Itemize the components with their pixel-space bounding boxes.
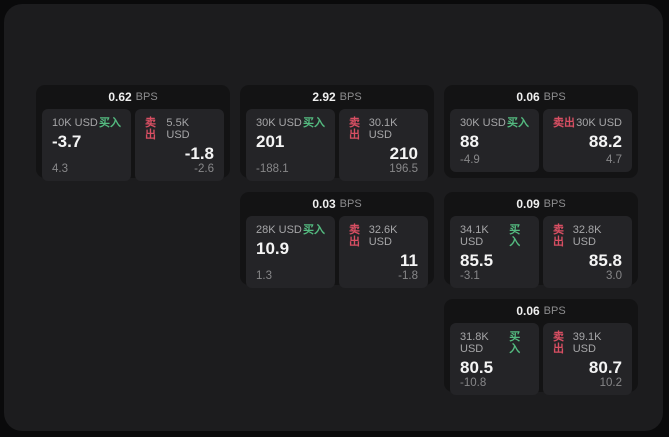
quote-card-body: 30K USD 买入 201 -188.1 卖出 30.1K USD 210 1… xyxy=(246,109,428,181)
sell-delta: -1.8 xyxy=(398,270,418,282)
buy-direction-badge: 买入 xyxy=(303,117,325,129)
bps-value: 0.06 xyxy=(516,90,540,104)
sell-size-label: 39.1K USD xyxy=(572,331,602,355)
buy-direction-badge: 买入 xyxy=(99,117,121,129)
sell-size-label: 30K USD xyxy=(576,117,622,129)
bps-unit-label: BPS xyxy=(339,91,362,103)
buy-delta: 1.3 xyxy=(256,270,272,282)
buy-tile[interactable]: 31.8K USD 买入 80.5 -10.8 xyxy=(450,323,539,395)
bps-spread-header: 0.06 BPS xyxy=(450,85,632,109)
buy-price: 10.9 xyxy=(256,239,290,258)
bps-value: 0.09 xyxy=(516,197,540,211)
bps-spread-header: 0.09 BPS xyxy=(450,192,632,216)
bps-value: 0.06 xyxy=(516,304,540,318)
bps-value: 2.92 xyxy=(312,90,336,104)
sell-tile[interactable]: 卖出 30.1K USD 210 196.5 xyxy=(339,109,428,181)
buy-price: 88 xyxy=(460,132,479,151)
bps-spread-header: 0.62 BPS xyxy=(42,85,224,109)
quote-card: 0.62 BPS 10K USD 买入 -3.7 4.3 卖出 5.5K USD xyxy=(36,85,230,181)
sell-price: 85.8 xyxy=(588,251,622,270)
sell-direction-badge: 卖出 xyxy=(349,117,360,141)
buy-delta: -4.9 xyxy=(460,154,480,166)
bps-unit-label: BPS xyxy=(135,91,158,103)
buy-size-label: 34.1K USD xyxy=(460,224,489,248)
quote-card: 0.09 BPS 34.1K USD 买入 85.5 -3.1 卖出 32.8K… xyxy=(444,192,638,288)
buy-tile[interactable]: 30K USD 买入 88 -4.9 xyxy=(450,109,539,172)
quote-card-body: 30K USD 买入 88 -4.9 卖出 30K USD 88.2 4.7 xyxy=(450,109,632,172)
buy-price: 80.5 xyxy=(460,358,494,377)
sell-price: 80.7 xyxy=(588,358,622,377)
app-panel: 0.62 BPS 10K USD 买入 -3.7 4.3 卖出 5.5K USD xyxy=(4,4,663,431)
sell-tile[interactable]: 卖出 30K USD 88.2 4.7 xyxy=(543,109,632,172)
buy-tile[interactable]: 10K USD 买入 -3.7 4.3 xyxy=(42,109,131,181)
sell-price: 88.2 xyxy=(588,132,622,151)
sell-size-label: 32.8K USD xyxy=(572,224,602,248)
buy-price: 201 xyxy=(256,132,285,151)
buy-price: -3.7 xyxy=(52,132,82,151)
quote-card-body: 31.8K USD 买入 80.5 -10.8 卖出 39.1K USD 80.… xyxy=(450,323,632,395)
sell-tile[interactable]: 卖出 5.5K USD -1.8 -2.6 xyxy=(135,109,224,181)
quote-cards-grid: 0.62 BPS 10K USD 买入 -3.7 4.3 卖出 5.5K USD xyxy=(36,85,638,395)
buy-direction-badge: 买入 xyxy=(509,224,521,248)
sell-direction-badge: 卖出 xyxy=(349,224,360,248)
sell-price: 11 xyxy=(400,251,418,270)
buy-direction-badge: 买入 xyxy=(509,331,521,355)
buy-delta: -3.1 xyxy=(460,270,480,282)
bps-unit-label: BPS xyxy=(543,91,566,103)
sell-direction-badge: 卖出 xyxy=(553,117,575,129)
quote-card: 0.06 BPS 30K USD 买入 88 -4.9 卖出 30K USD xyxy=(444,85,638,178)
buy-size-label: 31.8K USD xyxy=(460,331,489,355)
quote-card: 2.92 BPS 30K USD 买入 201 -188.1 卖出 30.1K … xyxy=(240,85,434,181)
quote-card: 0.06 BPS 31.8K USD 买入 80.5 -10.8 卖出 39.1… xyxy=(444,299,638,395)
bps-spread-header: 0.06 BPS xyxy=(450,299,632,323)
buy-direction-badge: 买入 xyxy=(507,117,529,129)
quote-card-body: 34.1K USD 买入 85.5 -3.1 卖出 32.8K USD 85.8… xyxy=(450,216,632,288)
buy-tile[interactable]: 30K USD 买入 201 -188.1 xyxy=(246,109,335,181)
sell-size-label: 30.1K USD xyxy=(368,117,398,141)
sell-tile[interactable]: 卖出 32.8K USD 85.8 3.0 xyxy=(543,216,632,288)
quote-card-body: 10K USD 买入 -3.7 4.3 卖出 5.5K USD -1.8 -2.… xyxy=(42,109,224,181)
bps-unit-label: BPS xyxy=(339,198,362,210)
sell-delta: 196.5 xyxy=(389,163,418,175)
sell-delta: 10.2 xyxy=(599,377,622,389)
bps-spread-header: 0.03 BPS xyxy=(246,192,428,216)
bps-unit-label: BPS xyxy=(543,198,566,210)
bps-value: 0.62 xyxy=(108,90,132,104)
bps-value: 0.03 xyxy=(312,197,336,211)
sell-delta: -2.6 xyxy=(194,163,214,175)
sell-direction-badge: 卖出 xyxy=(553,224,564,248)
buy-size-label: 30K USD xyxy=(256,117,302,129)
buy-size-label: 30K USD xyxy=(460,117,506,129)
sell-delta: 4.7 xyxy=(606,154,622,166)
sell-delta: 3.0 xyxy=(606,270,622,282)
buy-tile[interactable]: 28K USD 买入 10.9 1.3 xyxy=(246,216,335,288)
sell-direction-badge: 卖出 xyxy=(553,331,564,355)
sell-direction-badge: 卖出 xyxy=(145,117,156,141)
buy-tile[interactable]: 34.1K USD 买入 85.5 -3.1 xyxy=(450,216,539,288)
bps-unit-label: BPS xyxy=(543,305,566,317)
sell-size-label: 5.5K USD xyxy=(166,117,190,141)
bps-spread-header: 2.92 BPS xyxy=(246,85,428,109)
buy-size-label: 10K USD xyxy=(52,117,98,129)
sell-tile[interactable]: 卖出 39.1K USD 80.7 10.2 xyxy=(543,323,632,395)
sell-size-label: 32.6K USD xyxy=(368,224,398,248)
buy-direction-badge: 买入 xyxy=(303,224,325,236)
buy-delta: -10.8 xyxy=(460,377,487,389)
sell-tile[interactable]: 卖出 32.6K USD 11 -1.8 xyxy=(339,216,428,288)
buy-price: 85.5 xyxy=(460,251,494,270)
sell-price: -1.8 xyxy=(184,144,214,163)
buy-size-label: 28K USD xyxy=(256,224,302,236)
quote-card-body: 28K USD 买入 10.9 1.3 卖出 32.6K USD 11 -1.8 xyxy=(246,216,428,288)
sell-price: 210 xyxy=(389,144,418,163)
buy-delta: -188.1 xyxy=(256,163,289,175)
buy-delta: 4.3 xyxy=(52,163,68,175)
quote-card: 0.03 BPS 28K USD 买入 10.9 1.3 卖出 32.6K US… xyxy=(240,192,434,288)
